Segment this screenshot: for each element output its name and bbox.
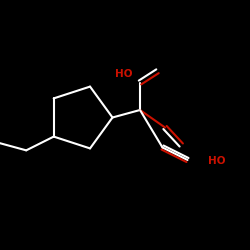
Text: HO: HO xyxy=(115,69,132,79)
Text: HO: HO xyxy=(208,156,225,166)
